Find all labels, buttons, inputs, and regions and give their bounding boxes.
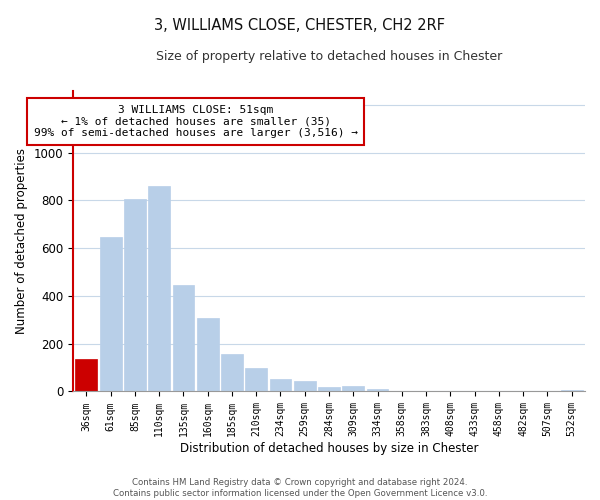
Bar xyxy=(221,354,243,392)
Text: 3 WILLIAMS CLOSE: 51sqm
← 1% of detached houses are smaller (35)
99% of semi-det: 3 WILLIAMS CLOSE: 51sqm ← 1% of detached… xyxy=(34,105,358,138)
Text: Contains HM Land Registry data © Crown copyright and database right 2024.
Contai: Contains HM Land Registry data © Crown c… xyxy=(113,478,487,498)
Bar xyxy=(561,390,583,392)
Bar xyxy=(197,318,218,392)
X-axis label: Distribution of detached houses by size in Chester: Distribution of detached houses by size … xyxy=(180,442,478,455)
Bar xyxy=(367,389,388,392)
Text: 3, WILLIAMS CLOSE, CHESTER, CH2 2RF: 3, WILLIAMS CLOSE, CHESTER, CH2 2RF xyxy=(155,18,445,32)
Bar xyxy=(318,388,340,392)
Title: Size of property relative to detached houses in Chester: Size of property relative to detached ho… xyxy=(156,50,502,63)
Bar xyxy=(269,379,292,392)
Bar xyxy=(173,285,194,392)
Bar xyxy=(100,238,122,392)
Bar xyxy=(76,359,97,392)
Y-axis label: Number of detached properties: Number of detached properties xyxy=(15,148,28,334)
Bar xyxy=(124,199,146,392)
Bar xyxy=(245,368,267,392)
Bar xyxy=(343,386,364,392)
Bar xyxy=(148,186,170,392)
Bar xyxy=(294,381,316,392)
